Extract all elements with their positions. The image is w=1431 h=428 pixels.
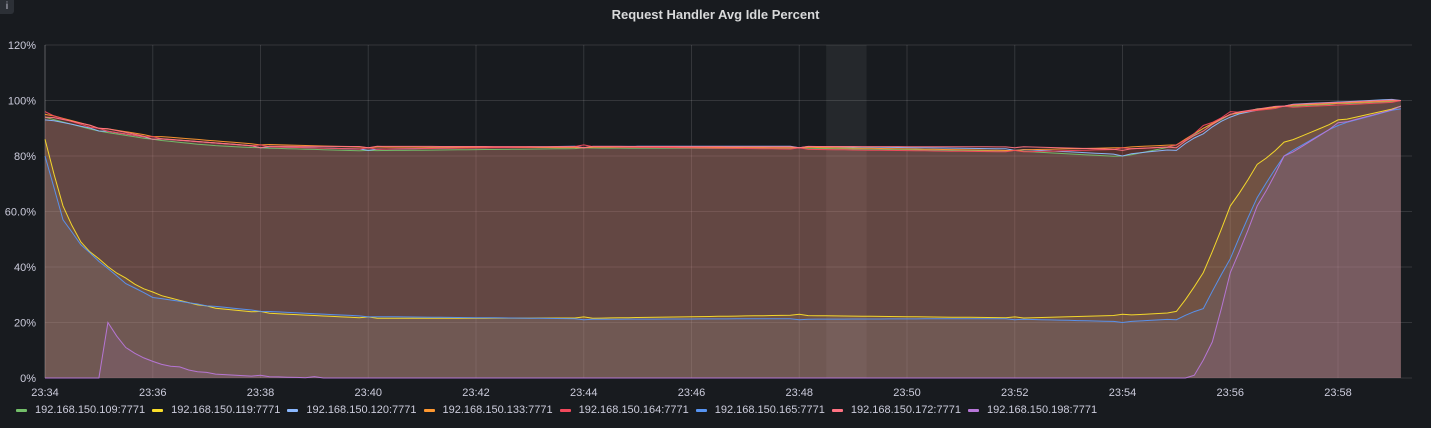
x-tick-label: 23:40 (354, 387, 382, 399)
x-tick-label: 23:56 (1216, 387, 1244, 399)
legend-swatch (287, 408, 299, 412)
legend-swatch (152, 408, 164, 412)
panel-info-icon[interactable]: i (0, 0, 14, 14)
series-area (45, 108, 1401, 379)
series-lines (44, 98, 1402, 379)
series-area (45, 100, 1401, 378)
chart[interactable]: 0% 20% 40% 60.0% 80% 100% 120% 23:34 23:36 23:38… (0, 0, 1431, 400)
legend-swatch (16, 408, 27, 412)
legend-label: 192.168.150.133:7771 (442, 404, 553, 416)
series-line (44, 99, 1401, 151)
x-tick-label: 23:54 (1109, 387, 1137, 399)
series-line (44, 105, 1402, 319)
x-axis-ticks: 23:34 23:36 23:38 23:40 23:42 23:44 23:46 23:48… (31, 387, 1352, 399)
legend-swatch (559, 408, 571, 412)
legend: 192.168.150.109:7771 192.168.150.119:7771… (16, 404, 1104, 416)
legend-label: 192.168.150.172:7771 (850, 404, 961, 416)
x-tick-label: 23:52 (1001, 387, 1029, 399)
highlight-region (826, 45, 867, 378)
series-line (44, 108, 1401, 324)
legend-item[interactable]: 192.168.150.198:7771 (967, 404, 1098, 416)
series-area (45, 99, 1401, 379)
series-area (45, 106, 1401, 378)
x-tick-label: 23:58 (1324, 387, 1352, 399)
legend-item[interactable]: 192.168.150.165:7771 (695, 404, 825, 416)
series-area (45, 106, 1401, 378)
legend-swatch (967, 408, 979, 412)
x-tick-label: 23:34 (31, 387, 59, 399)
x-tick-label: 23:48 (785, 387, 813, 399)
y-tick-label: 100% (8, 96, 36, 108)
legend-label: 192.168.150.120:7771 (306, 404, 417, 416)
y-tick-label: 0% (20, 373, 36, 385)
legend-label: 192.168.150.119:7771 (171, 404, 281, 416)
y-tick-label: 120% (8, 40, 36, 52)
legend-item[interactable]: 192.168.150.133:7771 (423, 404, 553, 416)
legend-label: 192.168.150.109:7771 (35, 404, 146, 416)
legend-swatch (831, 408, 843, 412)
series-areas (45, 99, 1401, 379)
y-tick-label: 80% (14, 151, 36, 163)
x-tick-label: 23:50 (893, 387, 921, 399)
series-area (45, 100, 1401, 378)
y-tick-label: 20% (14, 318, 36, 330)
y-axis-ticks: 0% 20% 40% 60.0% 80% 100% 120% (5, 40, 36, 385)
y-tick-label: 40% (14, 262, 36, 274)
panel-title: Request Handler Avg Idle Percent (611, 7, 820, 22)
series-area (45, 100, 1401, 378)
x-tick-label: 23:38 (247, 387, 275, 399)
y-tick-label: 60.0% (5, 207, 36, 219)
x-tick-label: 23:46 (678, 387, 706, 399)
x-tick-label: 23:42 (462, 387, 490, 399)
x-tick-label: 23:44 (570, 387, 598, 399)
legend-label: 192.168.150.165:7771 (714, 404, 825, 416)
legend-swatch (695, 408, 707, 412)
series-area (45, 100, 1401, 378)
legend-label: 192.168.150.198:7771 (986, 404, 1098, 416)
legend-item[interactable]: 192.168.150.164:7771 (559, 404, 689, 416)
x-tick-label: 23:36 (139, 387, 167, 399)
legend-item[interactable]: 192.168.150.119:7771 (152, 404, 280, 416)
legend-item[interactable]: 192.168.150.109:7771 (16, 404, 145, 416)
legend-swatch (423, 408, 435, 412)
legend-item[interactable]: 192.168.150.120:7771 (287, 404, 417, 416)
legend-label: 192.168.150.164:7771 (578, 404, 689, 416)
series-line (45, 105, 1402, 379)
legend-item[interactable]: 192.168.150.172:7771 (831, 404, 961, 416)
grid (44, 44, 1412, 379)
